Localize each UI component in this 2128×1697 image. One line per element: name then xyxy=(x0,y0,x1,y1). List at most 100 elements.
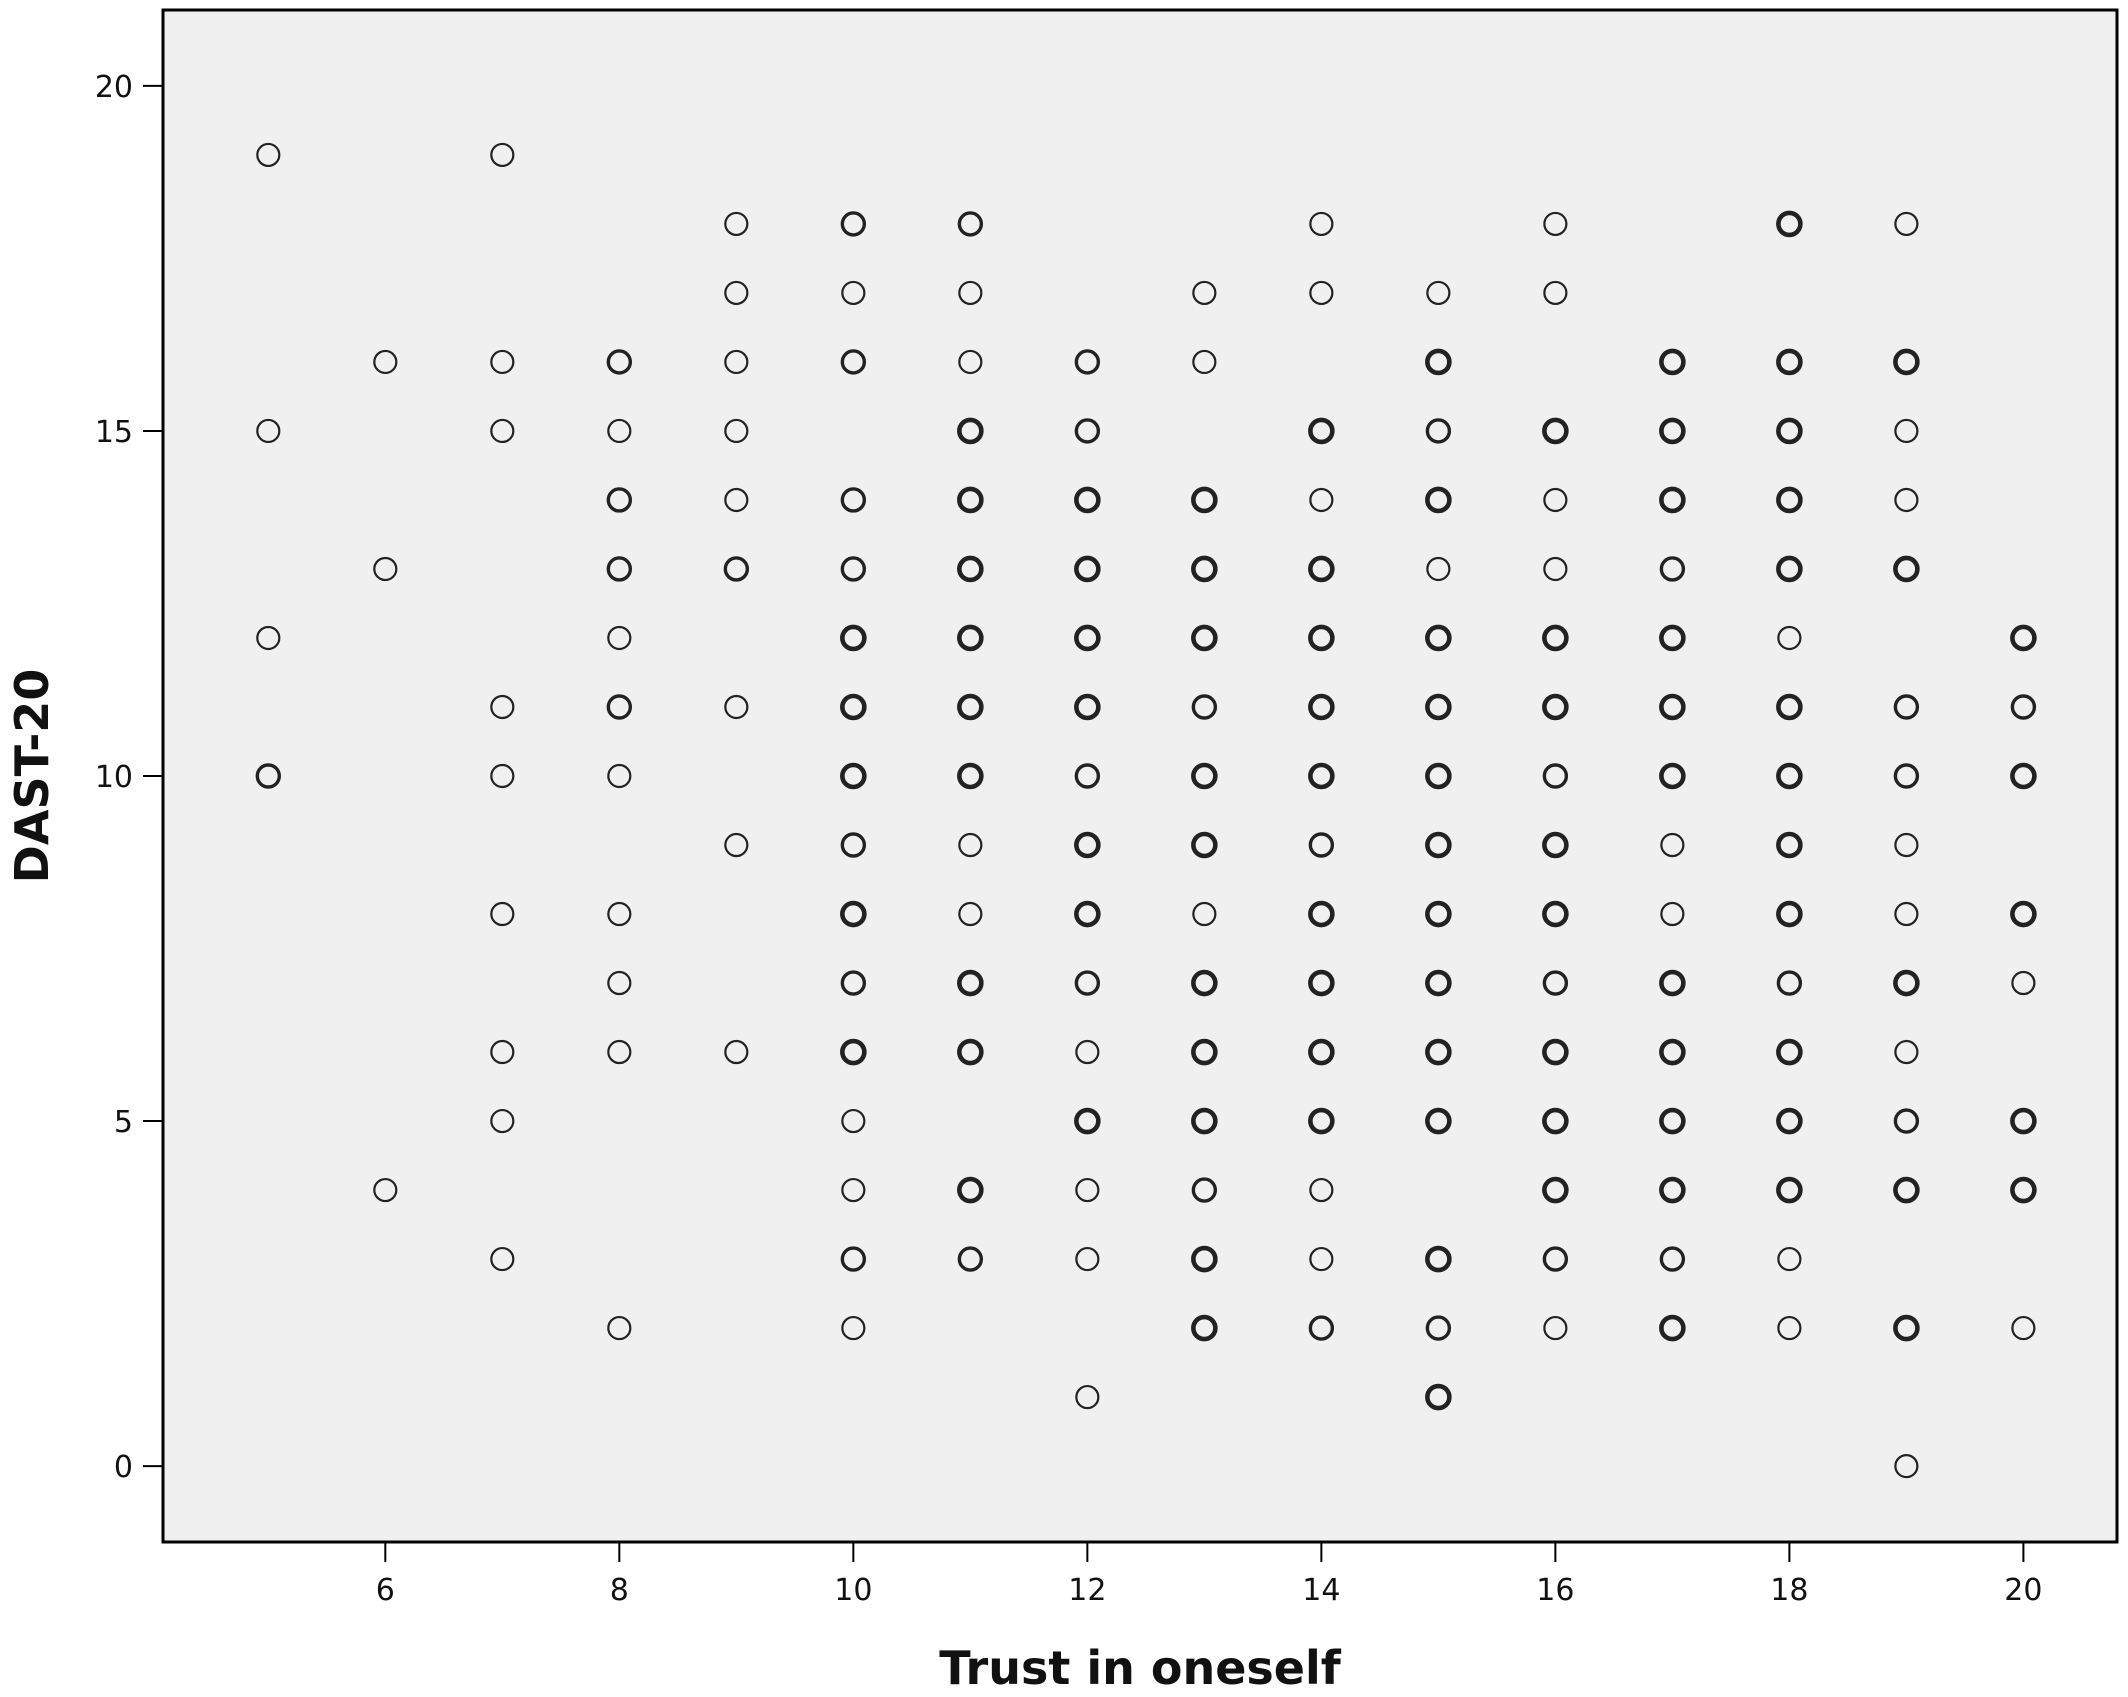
data-point xyxy=(2010,900,2037,928)
data-point xyxy=(1191,1107,1218,1135)
data-point xyxy=(607,1039,632,1065)
data-point xyxy=(1542,831,1569,859)
data-point xyxy=(2010,762,2037,790)
data-point xyxy=(1893,969,1920,997)
data-point xyxy=(1542,900,1569,928)
data-point xyxy=(957,693,984,721)
data-point xyxy=(1659,693,1686,721)
data-point xyxy=(256,142,281,168)
data-point xyxy=(1660,832,1685,858)
data-point xyxy=(957,624,984,652)
data-point xyxy=(1542,970,1569,996)
data-point xyxy=(1308,555,1335,583)
data-point xyxy=(1777,625,1802,651)
data-point xyxy=(1542,624,1569,652)
data-point xyxy=(606,556,633,582)
data-point xyxy=(1542,1107,1569,1135)
data-point xyxy=(1074,418,1101,444)
data-point xyxy=(490,763,515,789)
data-point xyxy=(1074,970,1101,996)
data-point xyxy=(2011,1315,2036,1341)
data-point xyxy=(607,763,632,789)
x-tick-label: 14 xyxy=(1302,1573,1340,1608)
data-point xyxy=(840,349,867,375)
x-tick-label: 18 xyxy=(1770,1573,1808,1608)
data-point xyxy=(1074,555,1101,583)
data-point xyxy=(1425,348,1452,376)
data-point xyxy=(1309,1177,1334,1203)
data-point xyxy=(1776,348,1803,376)
data-point xyxy=(1659,1038,1686,1066)
data-point xyxy=(957,417,984,445)
data-point xyxy=(1308,1315,1335,1341)
y-tick-label: 0 xyxy=(114,1450,133,1485)
data-point xyxy=(1192,349,1217,375)
data-point xyxy=(1075,1177,1100,1203)
data-point xyxy=(1893,1108,1920,1134)
x-tick-label: 20 xyxy=(2004,1573,2042,1608)
data-point xyxy=(840,1038,867,1066)
data-point xyxy=(1308,624,1335,652)
data-point xyxy=(1543,211,1568,237)
data-point xyxy=(1659,624,1686,652)
data-point xyxy=(1543,1315,1568,1341)
data-point xyxy=(1074,349,1101,375)
data-point xyxy=(1543,556,1568,582)
data-point xyxy=(490,694,515,720)
data-point xyxy=(606,349,633,375)
data-point xyxy=(1191,1038,1218,1066)
data-point xyxy=(1659,417,1686,445)
data-point xyxy=(1894,211,1919,237)
data-point xyxy=(1894,1453,1919,1479)
data-point xyxy=(1659,1176,1686,1204)
data-point xyxy=(840,900,867,928)
data-point xyxy=(607,1315,632,1341)
data-point xyxy=(1776,1176,1803,1204)
data-point xyxy=(1425,1245,1452,1273)
data-point xyxy=(1074,763,1101,789)
data-point xyxy=(1308,693,1335,721)
x-tick-label: 12 xyxy=(1068,1573,1106,1608)
data-point xyxy=(1894,832,1919,858)
data-point xyxy=(607,901,632,927)
data-point xyxy=(1776,1038,1803,1066)
data-point xyxy=(1425,762,1452,790)
data-point xyxy=(724,349,749,375)
data-point xyxy=(606,487,633,513)
data-point xyxy=(1659,1314,1686,1342)
data-point xyxy=(1309,211,1334,237)
data-point xyxy=(840,832,867,858)
data-point xyxy=(1425,693,1452,721)
x-tick-label: 8 xyxy=(610,1573,629,1608)
data-point xyxy=(2010,694,2037,720)
y-tick-label: 5 xyxy=(114,1105,133,1140)
data-point xyxy=(958,832,983,858)
data-point xyxy=(840,211,867,237)
data-point xyxy=(957,486,984,514)
data-point xyxy=(1776,762,1803,790)
data-point xyxy=(1542,763,1569,789)
x-axis-title: Trust in oneself xyxy=(939,1641,1342,1695)
y-tick-label: 10 xyxy=(95,760,133,795)
data-point xyxy=(1191,1245,1218,1273)
data-point xyxy=(1425,486,1452,514)
data-point xyxy=(607,970,632,996)
data-point xyxy=(724,832,749,858)
data-point xyxy=(1191,969,1218,997)
data-point xyxy=(2010,1176,2037,1204)
data-point xyxy=(958,349,983,375)
data-point xyxy=(1542,417,1569,445)
data-point xyxy=(1776,555,1803,583)
data-point xyxy=(1893,763,1920,789)
data-point xyxy=(1894,1039,1919,1065)
data-point xyxy=(1659,556,1686,582)
y-axis: 0 5 10 15 20 xyxy=(95,70,163,1485)
data-point xyxy=(840,693,867,721)
data-point xyxy=(256,625,281,651)
data-point xyxy=(607,418,632,444)
data-point xyxy=(1543,487,1568,513)
data-point xyxy=(1191,762,1218,790)
data-point xyxy=(1776,831,1803,859)
x-axis: 6 8 10 12 14 16 18 20 xyxy=(376,1542,2042,1608)
